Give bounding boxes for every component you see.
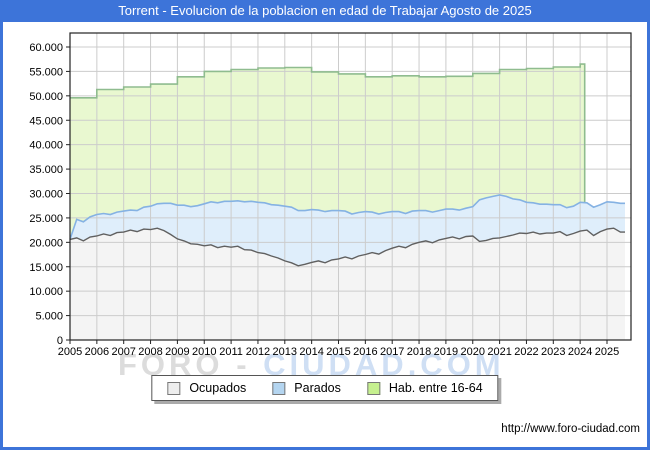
svg-text:2009: 2009 [165, 346, 189, 358]
svg-text:50.000: 50.000 [29, 91, 63, 103]
watermark-sep: - [236, 347, 251, 382]
svg-text:60.000: 60.000 [29, 42, 63, 54]
footer-url: http://www.foro-ciudad.com [501, 423, 640, 435]
svg-text:15.000: 15.000 [29, 262, 63, 274]
svg-text:2011: 2011 [219, 346, 243, 358]
legend-label-ocupados: Ocupados [189, 381, 247, 395]
svg-text:2024: 2024 [568, 346, 592, 358]
svg-text:30.000: 30.000 [29, 189, 63, 201]
ocupados-swatch-icon [167, 381, 181, 395]
chart-legend: Ocupados Parados Hab. entre 16-64 [151, 375, 499, 401]
svg-text:35.000: 35.000 [29, 164, 63, 176]
svg-text:40.000: 40.000 [29, 140, 63, 152]
svg-text:2012: 2012 [246, 346, 270, 358]
parados-swatch-icon [272, 381, 286, 395]
page-title: Torrent - Evolucion de la poblacion en e… [0, 0, 650, 22]
frame-border-left [0, 0, 3, 450]
svg-text:2022: 2022 [514, 346, 538, 358]
frame-border-right [647, 0, 650, 450]
legend-item-parados: Parados [272, 381, 341, 395]
svg-text:5.000: 5.000 [35, 311, 63, 323]
svg-text:2021: 2021 [487, 346, 511, 358]
svg-text:2008: 2008 [138, 346, 162, 358]
svg-text:2017: 2017 [380, 346, 404, 358]
svg-text:55.000: 55.000 [29, 66, 63, 78]
svg-text:2006: 2006 [85, 346, 109, 358]
svg-text:2025: 2025 [595, 346, 619, 358]
svg-text:10.000: 10.000 [29, 286, 63, 298]
svg-text:2019: 2019 [434, 346, 458, 358]
svg-text:2020: 2020 [461, 346, 485, 358]
svg-text:2007: 2007 [111, 346, 135, 358]
svg-text:2010: 2010 [192, 346, 216, 358]
frame-border-bottom [0, 447, 650, 450]
legend-item-hab: Hab. entre 16-64 [366, 381, 483, 395]
legend-item-ocupados: Ocupados [167, 381, 246, 395]
svg-text:0: 0 [57, 335, 63, 347]
svg-text:25.000: 25.000 [29, 213, 63, 225]
legend-label-parados: Parados [294, 381, 341, 395]
svg-text:45.000: 45.000 [29, 115, 63, 127]
svg-text:2014: 2014 [299, 346, 323, 358]
svg-text:2013: 2013 [273, 346, 297, 358]
svg-text:2018: 2018 [407, 346, 431, 358]
legend-label-hab: Hab. entre 16-64 [388, 381, 483, 395]
svg-text:2005: 2005 [58, 346, 82, 358]
hab-swatch-icon [366, 381, 380, 395]
svg-text:2016: 2016 [353, 346, 377, 358]
svg-text:20.000: 20.000 [29, 237, 63, 249]
svg-text:2015: 2015 [326, 346, 350, 358]
svg-text:2023: 2023 [541, 346, 565, 358]
